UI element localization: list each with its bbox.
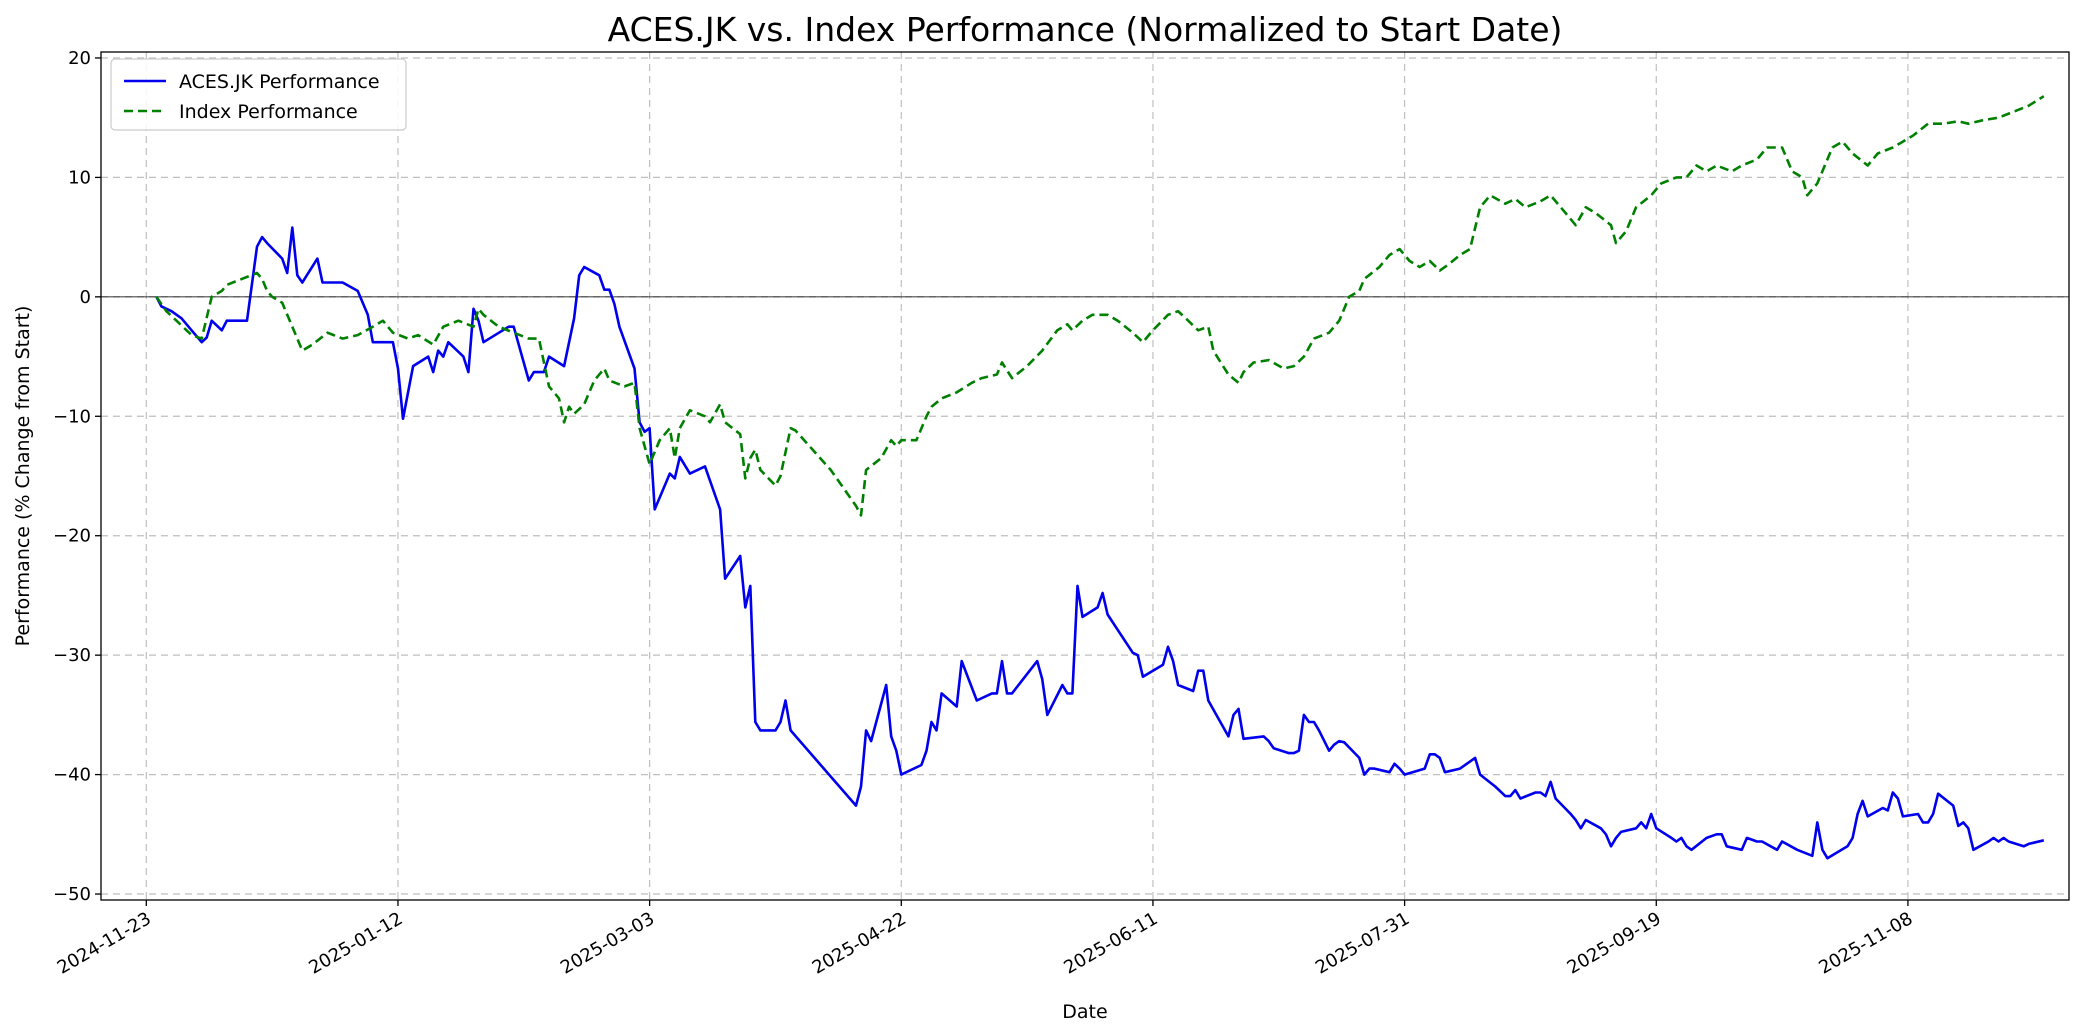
y-tick-label: −50 (53, 884, 91, 905)
y-tick-label: −10 (53, 406, 91, 427)
x-tick-label: 2025-06-11 (1060, 908, 1161, 978)
legend-box (110, 58, 407, 131)
series-line-aces (155, 226, 2045, 860)
plot-frame (100, 51, 2070, 901)
y-tick-label: 10 (68, 167, 91, 188)
x-tick-label: 2025-11-08 (1815, 908, 1916, 978)
legend: ACES.JK Performance Index Performance (110, 58, 407, 131)
ticks-layer: 2024-11-23 2025-01-12 2025-03-03 2025-04-22… (53, 48, 1916, 979)
x-tick-label: 2025-07-31 (1312, 908, 1413, 978)
legend-label-aces: ACES.JK Performance (179, 71, 380, 93)
y-tick-label: −20 (53, 526, 91, 547)
x-tick-label: 2025-04-22 (809, 908, 910, 978)
y-axis-label: Performance (% Change from Start) (12, 306, 34, 647)
x-tick-label: 2025-01-12 (305, 908, 406, 978)
legend-label-index: Index Performance (179, 101, 358, 123)
grid-layer (101, 52, 2069, 900)
y-tick-label: −30 (53, 645, 91, 666)
y-tick-label: 20 (68, 48, 91, 69)
series-layer (155, 95, 2045, 860)
y-tick-label: −40 (53, 765, 91, 786)
series-line-index (155, 95, 2045, 517)
y-tick-label: 0 (80, 287, 91, 308)
x-tick-label: 2025-09-19 (1564, 908, 1665, 978)
x-axis-label: Date (1062, 1001, 1107, 1023)
chart-title: ACES.JK vs. Index Performance (Normalize… (608, 10, 1563, 49)
x-tick-label: 2025-03-03 (557, 908, 658, 978)
x-tick-label: 2024-11-23 (54, 908, 155, 978)
